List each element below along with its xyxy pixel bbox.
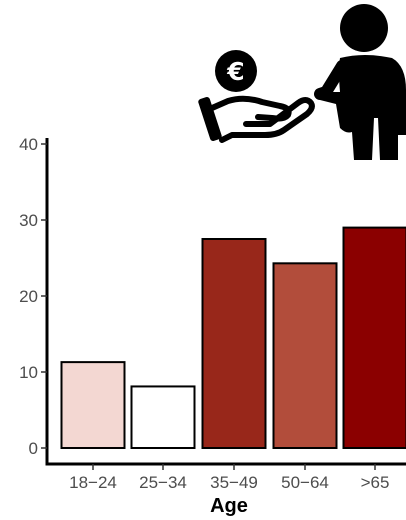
hand-offering-coin-icon: € [198,50,315,143]
y-tick-label: 20 [19,287,38,306]
x-axis-title: Age [210,495,248,517]
y-tick-label: 30 [19,211,38,230]
x-tick-label: 18−24 [69,473,117,492]
y-tick-label: 40 [19,135,38,154]
bar [201,238,267,449]
y-tick-label: 10 [19,363,38,382]
coin-icon [215,50,257,92]
hand-icon [209,95,315,143]
x-tick-label: 35−49 [210,473,258,492]
x-tick-label: 25−34 [139,473,187,492]
x-tick-label: 50−64 [281,473,329,492]
y-axis: 0 10 20 30 40 [19,135,49,464]
bar [342,226,406,449]
coin-symbol: € [226,57,244,86]
person-icon [314,4,406,160]
y-tick-label: 0 [29,439,38,458]
bar [130,385,196,450]
bar [272,262,338,449]
cuff-icon [198,97,222,141]
x-axis: 18−24 25−34 35−49 50−64 >65 [45,462,406,492]
person-head [340,4,388,52]
x-tick-label: >65 [361,473,390,492]
person-body [320,55,406,160]
bar [60,361,126,449]
person-arm [314,60,348,100]
